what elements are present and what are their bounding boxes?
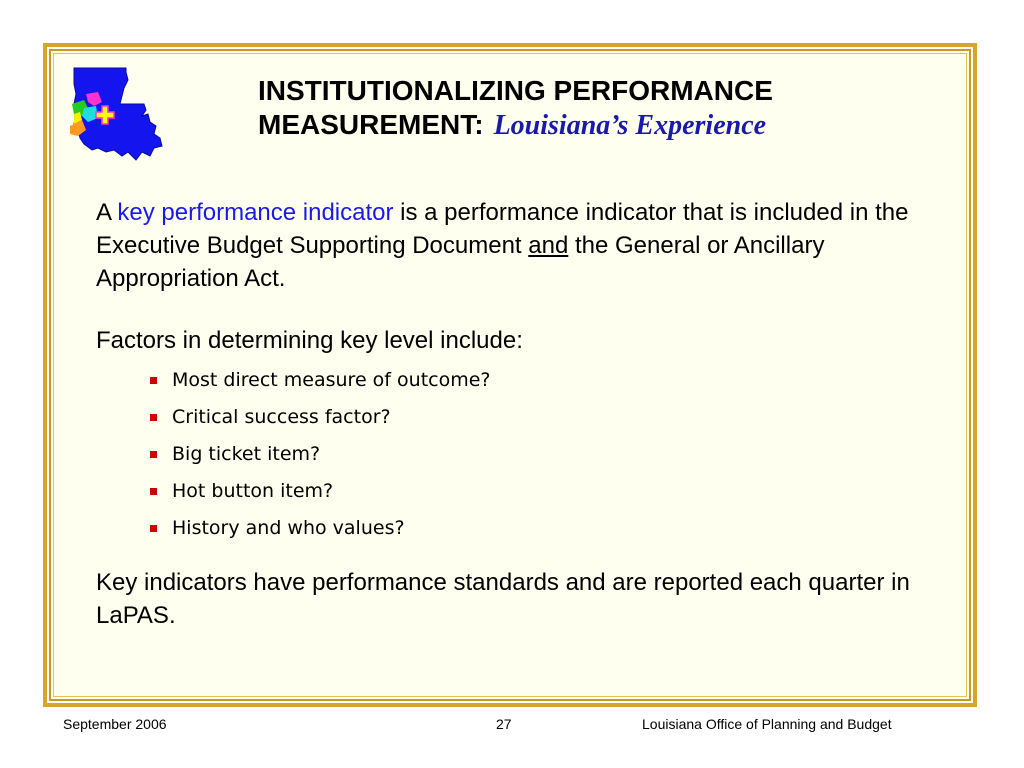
- bullet-text: History and who values?: [172, 517, 405, 539]
- factors-heading: Factors in determining key level include…: [96, 327, 523, 354]
- bullet-text: Critical success factor?: [172, 406, 391, 428]
- p1-suffix: the General or Ancillary Appropriation A…: [96, 232, 825, 292]
- key-performance-indicator-term: key performance indicator: [117, 199, 394, 226]
- red-square-bullet-icon: [150, 414, 157, 421]
- slide-frame-inner: [49, 49, 971, 701]
- list-item: History and who values?: [150, 510, 491, 547]
- title-subtitle: Louisiana’s Experience: [493, 110, 767, 141]
- list-item: Most direct measure of outcome?: [150, 362, 491, 399]
- slide-title: INSTITUTIONALIZING PERFORMANCE MEASUREME…: [258, 74, 938, 143]
- bullet-text: Big ticket item?: [172, 443, 321, 465]
- footer-organization: Louisiana Office of Planning and Budget: [642, 716, 892, 732]
- list-item: Hot button item?: [150, 473, 491, 510]
- red-square-bullet-icon: [150, 377, 157, 384]
- list-item: Big ticket item?: [150, 436, 491, 473]
- p1-prefix: A: [96, 199, 118, 226]
- bullet-text: Hot button item?: [172, 480, 334, 502]
- p1-underlined-and: and: [528, 232, 569, 259]
- footer-date: September 2006: [63, 716, 167, 732]
- factors-list: Most direct measure of outcome? Critical…: [150, 362, 491, 547]
- footer-page-number: 27: [496, 716, 512, 732]
- red-square-bullet-icon: [150, 451, 157, 458]
- title-main: INSTITUTIONALIZING PERFORMANCE MEASUREME…: [258, 75, 773, 140]
- red-square-bullet-icon: [150, 488, 157, 495]
- kpi-definition-paragraph: A key performance indicator is a perform…: [96, 196, 916, 295]
- list-item: Critical success factor?: [150, 399, 491, 436]
- red-square-bullet-icon: [150, 525, 157, 532]
- key-indicators-paragraph: Key indicators have performance standard…: [96, 569, 910, 629]
- louisiana-map-logo-icon: [70, 67, 163, 161]
- bullet-text: Most direct measure of outcome?: [172, 369, 491, 391]
- p1-middle: is a performance indicator that is inclu…: [96, 199, 909, 259]
